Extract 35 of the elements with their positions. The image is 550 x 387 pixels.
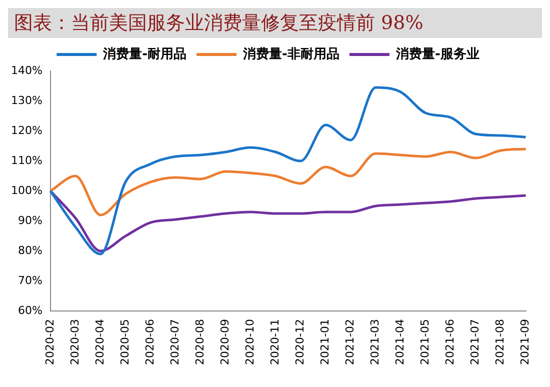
y-tick-label: 110% bbox=[10, 154, 42, 167]
legend-label: 消费量-非耐用品 bbox=[242, 46, 340, 62]
x-tick-label: 2020-08 bbox=[193, 319, 206, 366]
x-tick-label: 2020-03 bbox=[68, 319, 82, 366]
y-tick-label: 80% bbox=[18, 244, 42, 257]
chart-title: 图表：当前美国服务业消费量修复至疫情前 98% bbox=[8, 8, 542, 38]
y-tick-label: 70% bbox=[18, 274, 42, 287]
x-tick-label: 2021-05 bbox=[418, 319, 432, 366]
x-tick-label: 2020-07 bbox=[168, 319, 182, 366]
x-tick-label: 2020-12 bbox=[293, 319, 306, 366]
line-series bbox=[49, 86, 528, 256]
y-tick-label: 140% bbox=[10, 64, 42, 77]
x-tick-label: 2021-02 bbox=[344, 319, 357, 366]
y-tick-label: 120% bbox=[10, 124, 42, 137]
x-tick-label: 2020-10 bbox=[243, 319, 256, 366]
x-tick-label: 2021-07 bbox=[468, 319, 482, 366]
x-tick-label: 2020-06 bbox=[143, 319, 156, 366]
legend-label: 消费量-服务业 bbox=[394, 46, 480, 62]
y-tick-label: 100% bbox=[10, 184, 42, 197]
x-tick-label: 2021-01 bbox=[318, 319, 332, 366]
x-tick-label: 2021-09 bbox=[518, 319, 532, 366]
x-tick-label: 2021-06 bbox=[444, 319, 457, 366]
x-tick-label: 2021-03 bbox=[368, 319, 382, 366]
line-series bbox=[49, 148, 528, 216]
y-tick-label: 60% bbox=[18, 304, 42, 317]
x-tick-label: 2020-11 bbox=[268, 319, 282, 366]
legend-label: 消费量-耐用品 bbox=[102, 46, 187, 62]
x-tick-label: 2020-02 bbox=[43, 319, 56, 366]
x-tick-label: 2021-08 bbox=[494, 319, 507, 366]
x-tick-label: 2020-05 bbox=[118, 319, 132, 366]
x-tick-label: 2020-04 bbox=[93, 319, 106, 366]
y-tick-label: 90% bbox=[18, 214, 42, 227]
x-tick-label: 2021-04 bbox=[394, 319, 407, 366]
x-tick-label: 2020-09 bbox=[218, 319, 232, 366]
y-tick-label: 130% bbox=[10, 94, 42, 107]
